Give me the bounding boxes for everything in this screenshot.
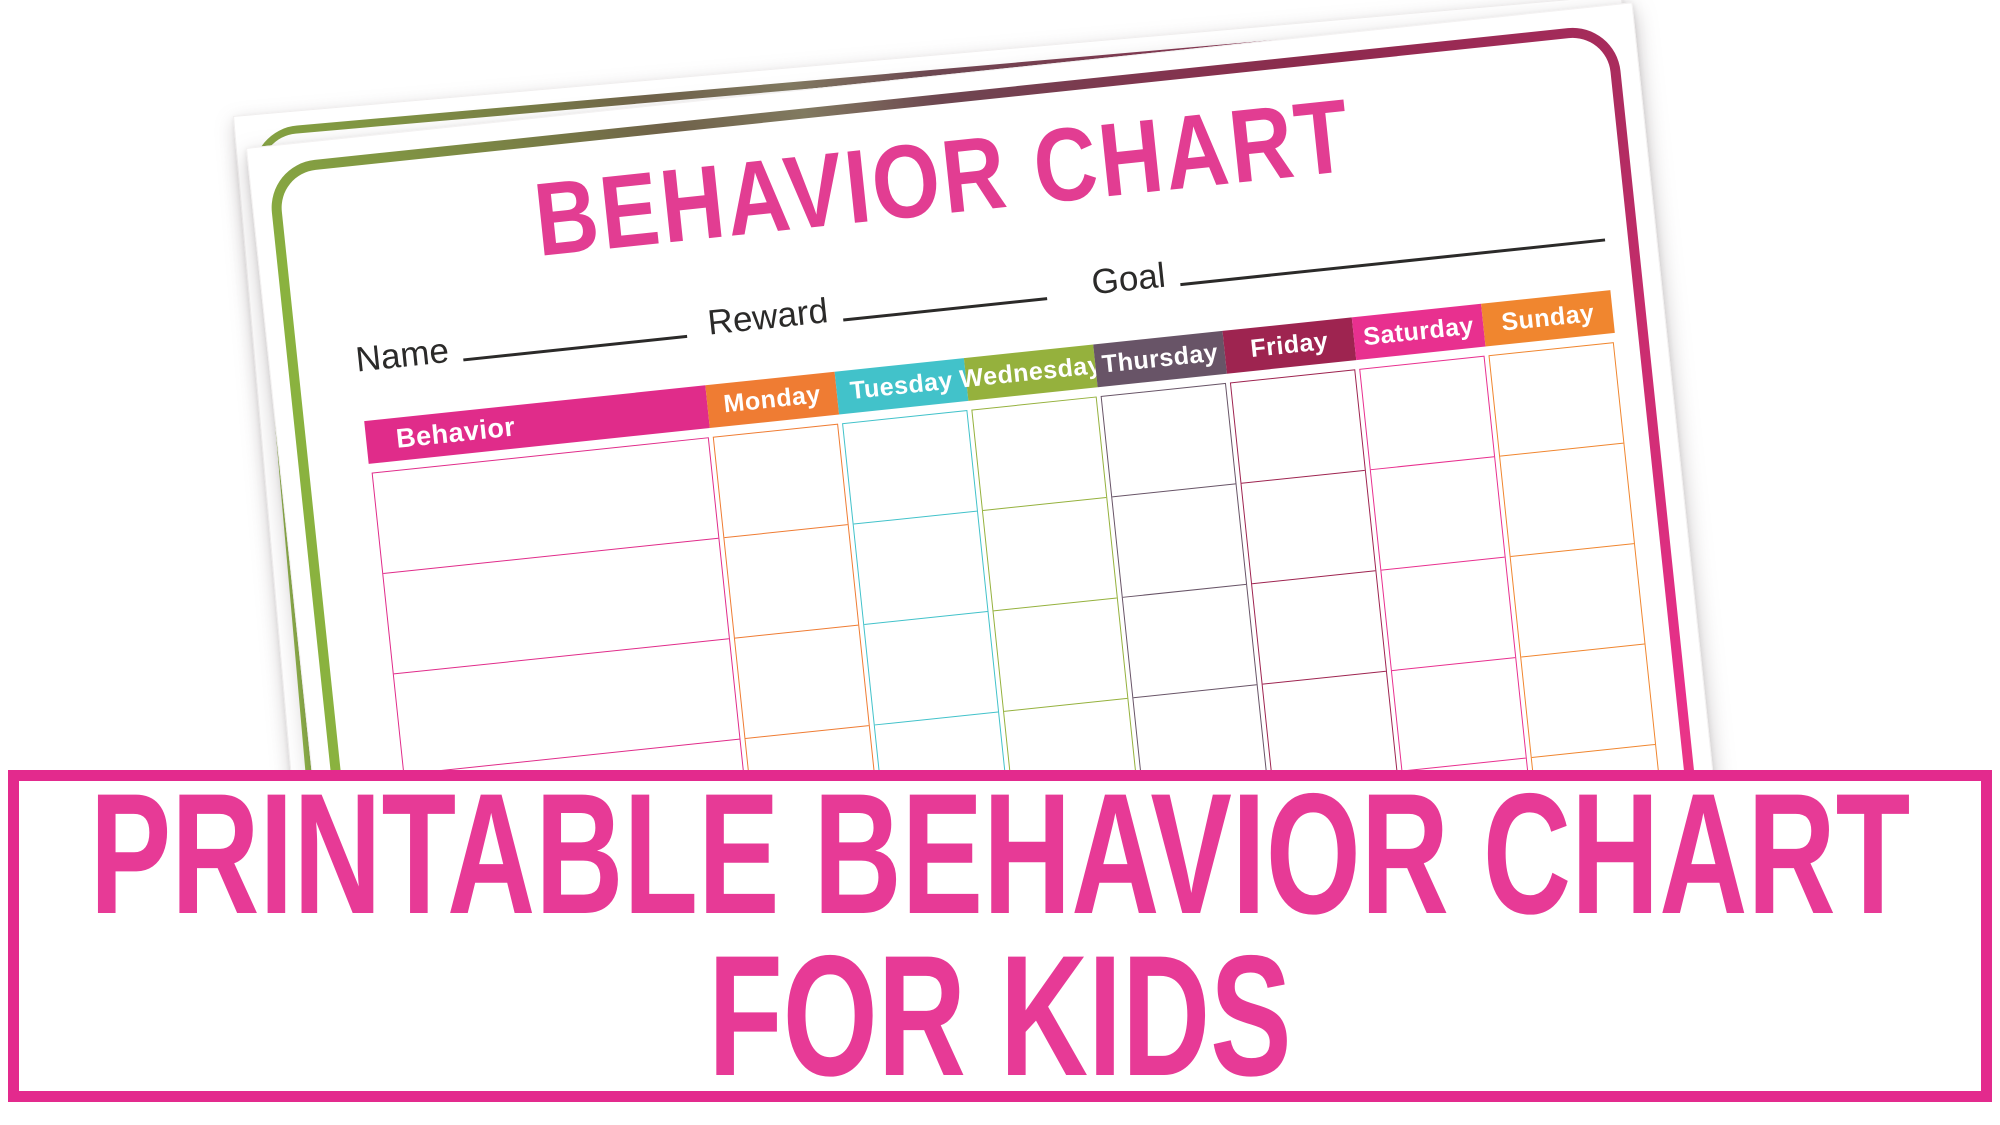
grid-cell [993, 598, 1128, 712]
grid-cell [972, 397, 1107, 511]
goal-label: Goal [1089, 255, 1168, 303]
grid-cell [1112, 484, 1247, 598]
grid-cell [734, 625, 869, 740]
grid-cell [1489, 343, 1624, 457]
banner-line-2: FOR KIDS [708, 920, 1292, 1112]
grid-cell [1122, 584, 1257, 699]
grid-cell [843, 411, 978, 525]
promo-banner: PRINTABLE BEHAVIOR CHART FOR KIDS [8, 758, 1992, 1112]
grid-cell [724, 525, 859, 639]
grid-cell [1252, 571, 1386, 685]
grid-cell [1230, 370, 1365, 484]
grid-cell [1370, 457, 1505, 571]
grid-cell [1510, 544, 1645, 658]
grid-cell [1521, 644, 1656, 758]
bottom-white-strip [0, 1102, 2000, 1125]
grid-cell [1101, 383, 1236, 498]
grid-cell [1241, 470, 1376, 585]
grid-cell [982, 497, 1117, 612]
grid-cell [1500, 443, 1635, 558]
banner-line-1: PRINTABLE BEHAVIOR CHART [89, 758, 1911, 951]
grid-cell [1381, 557, 1516, 672]
grid-cell [1360, 356, 1495, 471]
grid-cell [1391, 658, 1526, 772]
grid-cell [853, 511, 988, 625]
grid-cell [713, 424, 848, 539]
grid-cell [864, 612, 999, 726]
